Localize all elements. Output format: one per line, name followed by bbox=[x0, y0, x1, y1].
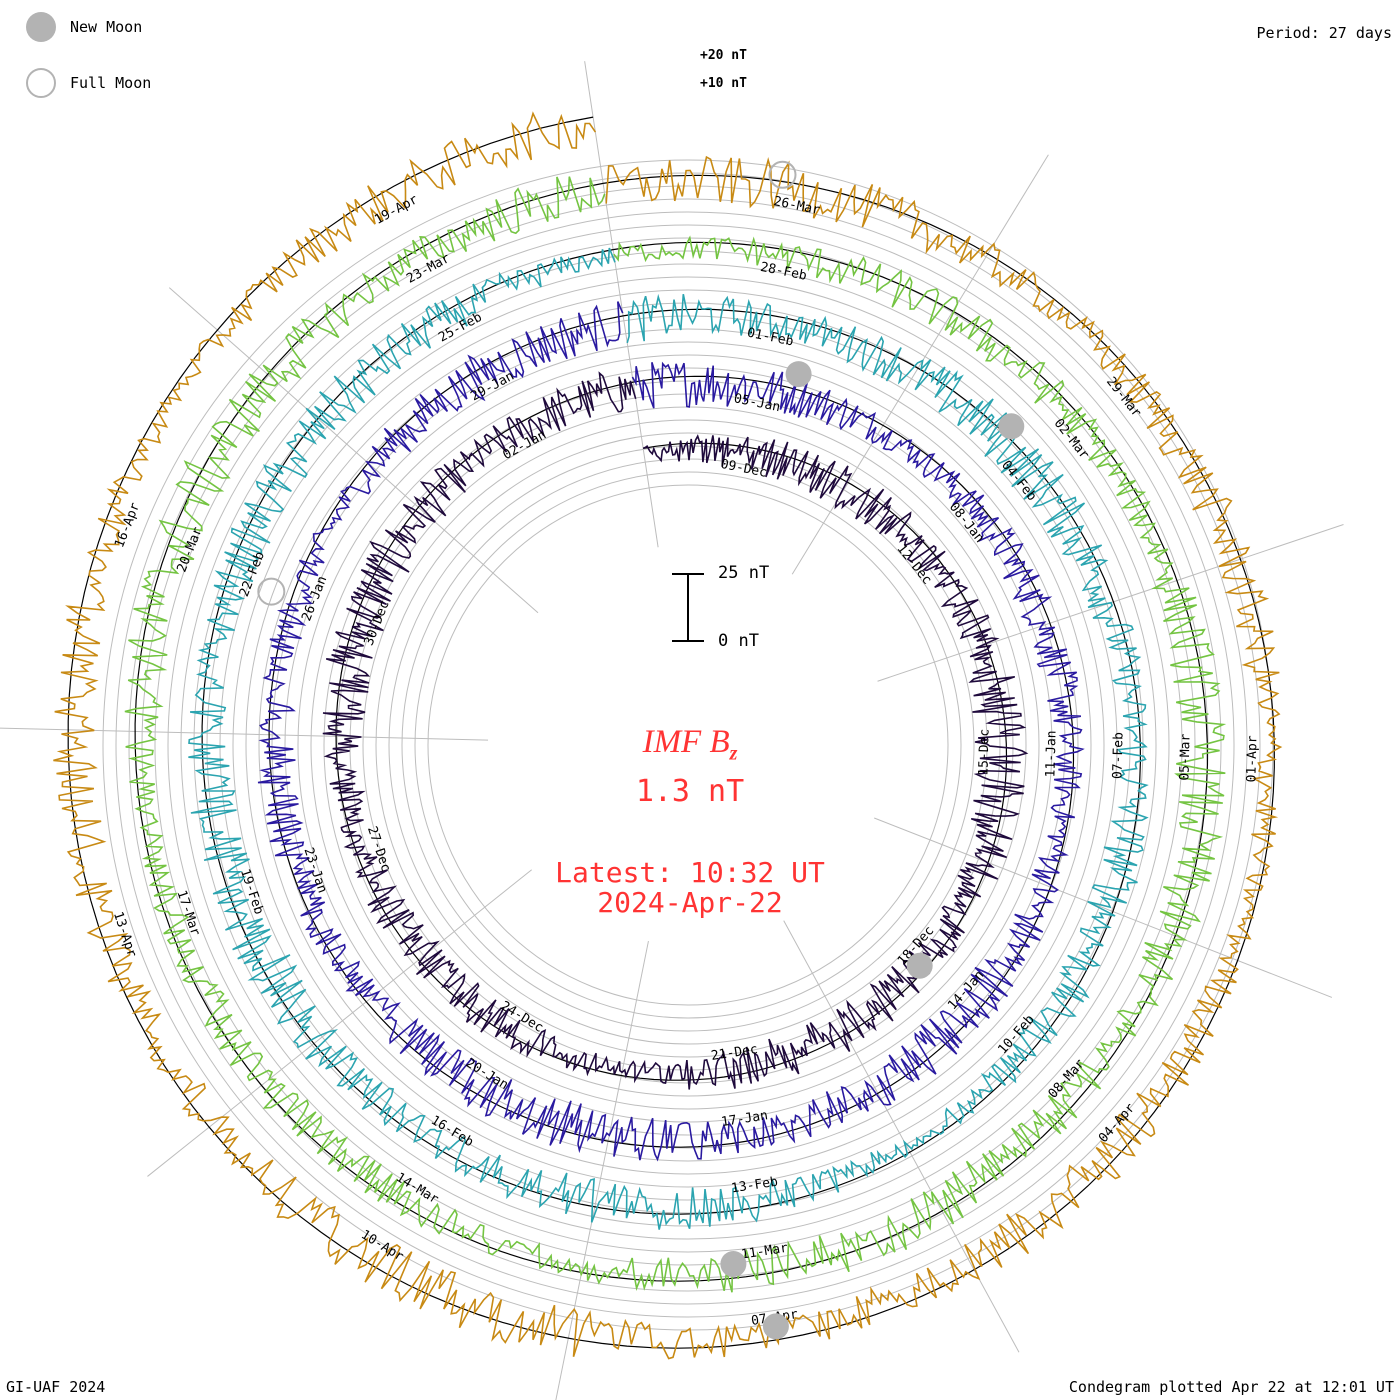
zero-baseline bbox=[201, 249, 1142, 1215]
new-moon-marker bbox=[906, 952, 933, 979]
date-label: 13-Feb bbox=[730, 1175, 779, 1197]
current-value: 1.3 nT bbox=[635, 774, 745, 809]
date-label: 07-Feb bbox=[1110, 732, 1126, 779]
date-label: 20-Mar bbox=[175, 525, 206, 574]
date-label: 01-Apr bbox=[1244, 735, 1260, 782]
radial-line bbox=[555, 940, 649, 1400]
grid-ring bbox=[258, 315, 1118, 1175]
reference-label-plus10: +10 nT bbox=[700, 76, 747, 91]
grid-ring bbox=[336, 393, 1040, 1097]
legend-new-moon: New Moon bbox=[26, 12, 142, 42]
date-label: 02-Jan bbox=[500, 427, 548, 463]
zero-baseline bbox=[134, 182, 1209, 1282]
radial-line bbox=[874, 817, 1333, 998]
full-moon-marker bbox=[257, 577, 286, 606]
grid-ring bbox=[323, 380, 1053, 1110]
credit-label: GI-UAF 2024 bbox=[6, 1378, 106, 1396]
date-label: 23-Mar bbox=[404, 251, 453, 287]
grid-ring bbox=[310, 367, 1066, 1123]
date-label: 09-Dec bbox=[719, 457, 768, 481]
date-label: 29-Jan bbox=[468, 369, 516, 405]
grid-ring bbox=[115, 172, 1261, 1318]
new-moon-marker bbox=[762, 1313, 789, 1340]
grid-ring bbox=[154, 211, 1222, 1279]
date-label: 11-Mar bbox=[740, 1241, 789, 1263]
date-label: 01-Feb bbox=[746, 326, 795, 350]
new-moon-marker bbox=[785, 361, 812, 388]
new-moon-icon bbox=[26, 12, 56, 42]
grid-ring bbox=[427, 484, 949, 1006]
moon-markers bbox=[257, 160, 1025, 1340]
radial-grid-lines bbox=[0, 61, 1344, 1400]
scale-bar-top-label: 25 nT bbox=[718, 563, 770, 583]
trace-series-1 bbox=[322, 371, 1029, 1090]
legend-new-moon-label: New Moon bbox=[70, 18, 143, 36]
trace-series-2 bbox=[257, 301, 1085, 1162]
new-moon-marker bbox=[998, 413, 1025, 440]
period-label: Period: 27 days bbox=[1256, 24, 1392, 42]
legend-full-moon: Full Moon bbox=[26, 68, 151, 98]
parameter-title: IMF Bz bbox=[490, 724, 890, 766]
date-label: 15-Dec bbox=[976, 729, 992, 776]
date-label: 05-Jan bbox=[732, 391, 781, 415]
grid-ring bbox=[180, 237, 1196, 1253]
date-label: 11-Jan bbox=[1043, 730, 1059, 777]
full-moon-icon bbox=[26, 68, 56, 98]
date-label: 17-Jan bbox=[720, 1108, 769, 1130]
date-label: 26-Jan bbox=[299, 574, 330, 623]
radial-line bbox=[584, 61, 659, 548]
date-label: 21-Dec bbox=[710, 1042, 759, 1064]
scale-bar bbox=[672, 573, 704, 642]
radial-line bbox=[783, 920, 1020, 1353]
grid-ring bbox=[414, 471, 962, 1019]
grid-ring bbox=[245, 302, 1131, 1188]
grid-ring bbox=[193, 250, 1183, 1240]
latest-date: 2024-Apr-22 bbox=[597, 886, 783, 919]
latest-time: Latest: 10:32 UT bbox=[555, 856, 825, 889]
parameter-name: IMF B bbox=[642, 724, 730, 760]
grid-ring bbox=[141, 198, 1235, 1292]
trace-series-4 bbox=[124, 176, 1227, 1293]
parameter-subscript: z bbox=[729, 742, 738, 765]
grid-ring bbox=[284, 341, 1092, 1149]
radial-line bbox=[168, 287, 539, 614]
date-label: 19-Apr bbox=[372, 192, 421, 228]
legend-full-moon-label: Full Moon bbox=[70, 74, 152, 92]
trace-series-5 bbox=[53, 111, 1283, 1360]
radial-line bbox=[147, 869, 532, 1177]
scale-bar-bottom-label: 0 nT bbox=[718, 631, 759, 651]
date-label: 28-Feb bbox=[759, 260, 808, 284]
grid-ring bbox=[219, 276, 1157, 1214]
date-label: 05-Mar bbox=[1177, 733, 1193, 780]
date-label: 26-Mar bbox=[772, 194, 821, 218]
radial-line bbox=[791, 154, 1049, 575]
reference-label-plus20: +20 nT bbox=[700, 48, 747, 63]
grid-ring bbox=[167, 224, 1209, 1266]
grid-ring bbox=[375, 432, 1001, 1058]
data-traces bbox=[53, 111, 1283, 1360]
grid-ring bbox=[128, 185, 1248, 1305]
latest-timestamp: Latest: 10:32 UT 2024-Apr-22 bbox=[490, 858, 890, 918]
grid-ring bbox=[401, 458, 975, 1032]
grid-ring bbox=[297, 354, 1079, 1136]
radial-line bbox=[0, 727, 489, 741]
date-label: 30-Dec bbox=[362, 599, 393, 648]
new-moon-marker bbox=[720, 1251, 747, 1277]
full-moon-marker bbox=[768, 160, 797, 189]
trace-series-3 bbox=[188, 247, 1149, 1230]
grid-ring bbox=[271, 328, 1105, 1162]
zero-baseline bbox=[335, 381, 1008, 1081]
plotted-timestamp: Condegram plotted Apr 22 at 12:01 UT bbox=[1068, 1378, 1394, 1396]
